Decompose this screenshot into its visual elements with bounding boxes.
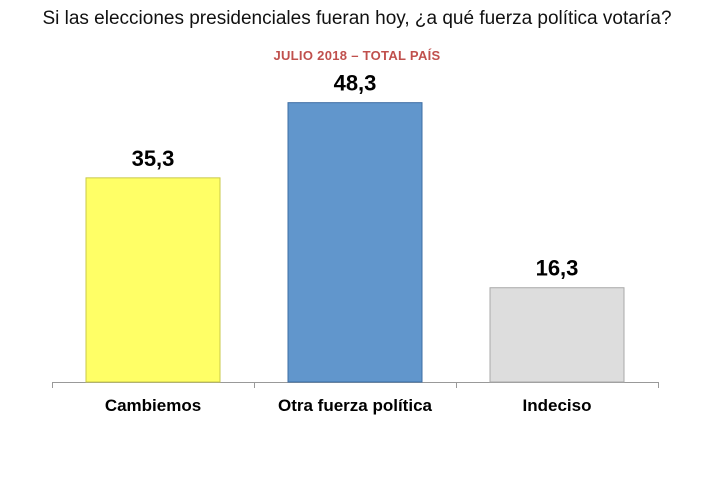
data-label: 48,3 (334, 71, 377, 96)
data-label: 35,3 (132, 146, 175, 171)
category-label: Otra fuerza política (278, 396, 433, 415)
bar-indeciso (489, 287, 625, 383)
category-label: Cambiemos (105, 396, 201, 415)
data-label: 16,3 (536, 256, 579, 281)
chart-title: Si las elecciones presidenciales fueran … (42, 8, 672, 29)
category-label: Indeciso (523, 396, 592, 415)
chart-subtitle: JULIO 2018 – TOTAL PAÍS (273, 48, 441, 63)
bar-cambiemos (85, 177, 221, 383)
bar-otra-fuerza-política (287, 102, 423, 383)
